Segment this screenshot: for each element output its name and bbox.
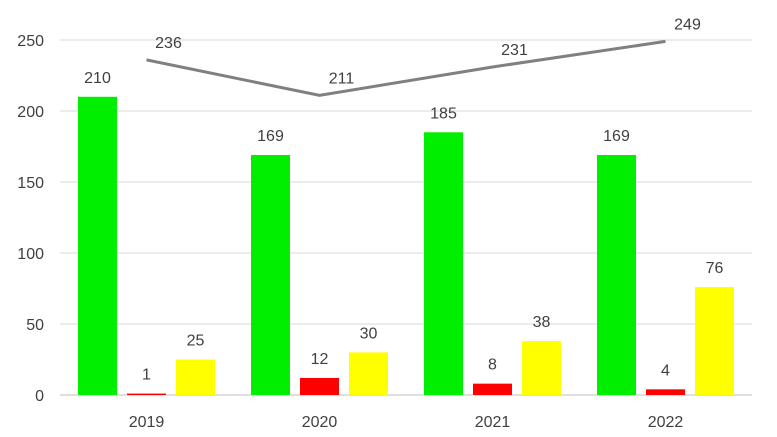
bar-data-label: 76 xyxy=(706,260,724,277)
bar xyxy=(127,393,166,395)
line-data-label: 211 xyxy=(329,70,355,87)
line-path xyxy=(146,39,666,97)
bar xyxy=(78,96,117,396)
bar-data-label: 185 xyxy=(430,105,457,122)
bar-data-label: 25 xyxy=(187,333,205,350)
bar-data-label: 38 xyxy=(533,314,551,331)
bar xyxy=(251,155,290,395)
bar xyxy=(473,383,512,395)
bar xyxy=(597,155,636,395)
bar-data-label: 8 xyxy=(488,357,497,374)
gridlines xyxy=(60,39,752,396)
bar xyxy=(176,359,215,395)
bar xyxy=(695,287,734,395)
y-axis: 0 50 100 150 200 250 xyxy=(17,33,44,405)
y-tick-label: 250 xyxy=(17,33,44,50)
bar-data-label: 169 xyxy=(603,128,630,145)
line-data-label: 231 xyxy=(501,42,528,59)
bar-data-label: 1 xyxy=(142,367,151,384)
line-data-label: 236 xyxy=(155,35,182,52)
bar-data-label: 4 xyxy=(661,362,670,379)
bars xyxy=(78,96,734,396)
bar-data-label: 210 xyxy=(84,70,111,87)
y-tick-label: 150 xyxy=(17,175,44,192)
data-labels: 210 1 25 169 12 30 185 8 38 169 4 76 236 211 231 249 xyxy=(84,16,723,383)
y-tick-label: 100 xyxy=(17,246,44,263)
bar xyxy=(300,377,339,395)
x-tick-label: 2021 xyxy=(475,414,511,431)
bar-data-label: 12 xyxy=(311,351,329,368)
x-tick-label: 2020 xyxy=(302,414,338,431)
bar xyxy=(424,132,463,396)
y-tick-label: 200 xyxy=(17,104,44,121)
line-series xyxy=(146,39,666,97)
bar xyxy=(646,389,685,395)
bar-data-label: 30 xyxy=(360,325,378,342)
bar-data-label: 169 xyxy=(257,128,284,145)
line-data-label: 249 xyxy=(674,16,701,33)
y-tick-label: 0 xyxy=(35,388,44,405)
bar xyxy=(349,352,388,395)
x-tick-label: 2022 xyxy=(648,414,684,431)
bar xyxy=(522,341,561,395)
y-tick-label: 50 xyxy=(26,317,44,334)
x-tick-label: 2019 xyxy=(129,414,165,431)
x-axis: 2019 2020 2021 2022 xyxy=(129,414,684,431)
